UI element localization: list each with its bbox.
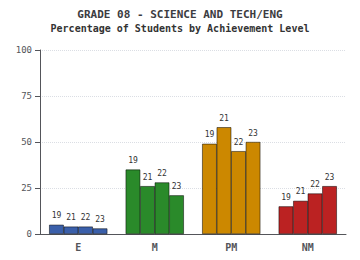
svg-text:21: 21 [219, 114, 229, 123]
svg-text:19: 19 [205, 130, 215, 139]
svg-text:GRADE 08 - SCIENCE AND TECH/EN: GRADE 08 - SCIENCE AND TECH/ENG [77, 8, 283, 21]
svg-text:100: 100 [16, 45, 32, 55]
svg-text:50: 50 [21, 137, 32, 147]
svg-text:25: 25 [21, 183, 32, 193]
svg-text:21: 21 [143, 173, 153, 182]
svg-text:19: 19 [52, 211, 62, 220]
svg-text:NM: NM [302, 242, 314, 253]
svg-text:22: 22 [234, 138, 244, 147]
svg-text:Percentage of Students by Achi: Percentage of Students by Achievement Le… [51, 23, 310, 34]
svg-text:PM: PM [225, 242, 237, 253]
svg-text:19: 19 [128, 156, 138, 165]
svg-text:23: 23 [248, 129, 258, 138]
svg-text:23: 23 [325, 173, 335, 182]
svg-text:22: 22 [310, 180, 320, 189]
svg-text:E: E [75, 242, 81, 253]
svg-text:19: 19 [281, 193, 291, 202]
svg-text:0: 0 [27, 229, 32, 239]
svg-text:22: 22 [81, 213, 91, 222]
svg-text:21: 21 [296, 187, 306, 196]
svg-text:21: 21 [66, 213, 76, 222]
svg-text:22: 22 [157, 169, 167, 178]
svg-text:23: 23 [172, 182, 182, 191]
svg-text:M: M [152, 242, 158, 253]
svg-text:23: 23 [95, 215, 105, 224]
svg-text:75: 75 [21, 91, 32, 101]
